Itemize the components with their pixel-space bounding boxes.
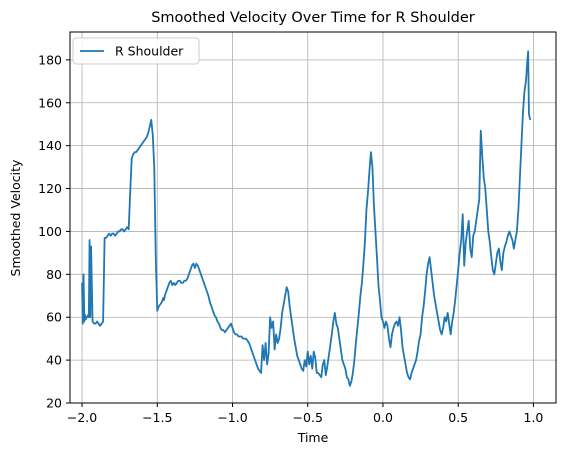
x-tick-label: −1.0 [217, 410, 247, 425]
y-tick-label: 180 [38, 52, 62, 67]
x-tick-label: −2.0 [67, 410, 97, 425]
legend-series-label: R Shoulder [115, 44, 184, 59]
x-axis: −2.0 −1.5 −1.0 −0.5 0.0 0.5 1.0 [67, 403, 543, 425]
y-tick-label: 120 [38, 181, 62, 196]
legend: R Shoulder [72, 37, 200, 65]
y-tick-label: 100 [38, 224, 62, 239]
x-tick-label: 0.0 [373, 410, 393, 425]
legend-box [72, 37, 200, 65]
x-tick-label: −1.5 [142, 410, 172, 425]
grid-lines [70, 32, 556, 404]
x-tick-label: 0.5 [448, 410, 468, 425]
y-tick-label: 80 [46, 267, 62, 282]
series-line-r-shoulder [81, 50, 532, 387]
y-tick-label: 20 [46, 396, 62, 411]
y-tick-label: 160 [38, 95, 62, 110]
y-tick-label: 140 [38, 138, 62, 153]
series-layer [81, 50, 532, 387]
y-tick-label: 40 [46, 353, 62, 368]
x-axis-label: Time [297, 430, 329, 445]
x-tick-label: −0.5 [293, 410, 323, 425]
y-axis: 20 40 60 80 100 120 140 160 180 [38, 52, 70, 411]
plot-area-frame [69, 31, 557, 404]
x-tick-label: 1.0 [523, 410, 543, 425]
chart-title: Smoothed Velocity Over Time for R Should… [151, 10, 475, 26]
y-tick-label: 60 [46, 310, 62, 325]
y-axis-label: Smoothed Velocity [8, 159, 23, 276]
